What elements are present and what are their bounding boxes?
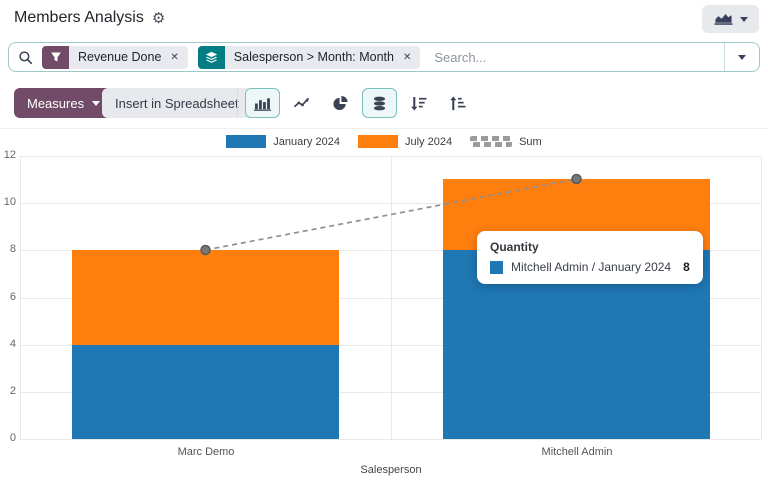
stacked-icon (373, 96, 386, 110)
sort-descending-icon (411, 96, 427, 111)
legend-label: January 2024 (273, 135, 340, 148)
stacked-button[interactable] (362, 88, 397, 118)
close-icon[interactable]: ✕ (170, 51, 179, 63)
legend-item-july[interactable]: July 2024 (357, 135, 453, 148)
tooltip-label: Mitchell Admin / January 2024 (511, 260, 672, 274)
header: Members Analysis ⚙ (14, 9, 165, 27)
chart-legend: January 2024 July 2024 Sum (0, 135, 768, 148)
y-tick: 0 (9, 432, 16, 444)
tooltip-value: 8 (683, 260, 690, 274)
layers-icon (197, 45, 225, 69)
legend-swatch-sum-dashed (470, 136, 513, 147)
line-chart-icon (293, 97, 310, 108)
facet-groupby-salesperson-month[interactable]: Salesperson > Month: Month ✕ (197, 45, 421, 69)
search-bar[interactable]: Revenue Done ✕ Salesperson > Month: Mont… (8, 42, 760, 72)
bar-chart-button[interactable] (245, 88, 280, 118)
sort-descending-button[interactable] (401, 88, 436, 118)
legend-label: Sum (519, 135, 542, 148)
line-chart-button[interactable] (284, 88, 319, 118)
x-axis-title: Salesperson (360, 464, 422, 476)
search-icon (18, 50, 33, 65)
toolbar-divider (237, 89, 238, 117)
pie-chart-icon (333, 95, 348, 111)
insert-in-spreadsheet-button[interactable]: Insert in Spreadsheet (102, 88, 252, 118)
tooltip-swatch-blue (490, 260, 503, 274)
gear-icon[interactable]: ⚙ (151, 9, 166, 27)
y-tick: 8 (9, 243, 16, 255)
legend-swatch-orange (357, 135, 398, 148)
search-input[interactable]: Search... (434, 49, 487, 65)
x-category-label: Marc Demo (177, 446, 235, 458)
x-category-label: Mitchell Admin (541, 446, 613, 458)
y-tick: 2 (9, 385, 16, 397)
search-options-toggle[interactable] (724, 43, 759, 71)
y-tick: 6 (9, 291, 16, 303)
area-chart-icon (713, 12, 733, 26)
control-panel: Measures Insert in Spreadsheet (0, 88, 768, 118)
y-tick: 4 (9, 338, 16, 350)
measures-button[interactable]: Measures (14, 88, 114, 118)
chart-tooltip: Quantity Mitchell Admin / January 2024 8 (477, 231, 703, 284)
view-switcher-button[interactable] (702, 5, 759, 33)
measures-label: Measures (27, 95, 85, 111)
chevron-down-icon (92, 100, 101, 106)
y-tick: 10 (3, 196, 16, 208)
legend-item-january[interactable]: January 2024 (226, 135, 340, 148)
tooltip-row: Mitchell Admin / January 2024 8 (490, 260, 690, 274)
gridline (391, 156, 392, 439)
pie-chart-button[interactable] (323, 88, 358, 118)
chart-type-buttons (245, 88, 475, 118)
legend-item-sum[interactable]: Sum (470, 136, 542, 148)
gridline (761, 156, 762, 439)
bar-marc-demo-july[interactable] (72, 250, 339, 345)
facet-label: Revenue Done (78, 50, 162, 64)
close-icon[interactable]: ✕ (402, 51, 412, 63)
legend-label: July 2024 (404, 135, 453, 148)
facet-label: Salesperson > Month: Month (233, 50, 394, 64)
page-title: Members Analysis (14, 9, 144, 26)
insert-label: Insert in Spreadsheet (115, 95, 239, 111)
facet-filter-revenue-done[interactable]: Revenue Done ✕ (42, 45, 188, 69)
y-tick: 12 (3, 149, 16, 161)
gridline (20, 439, 762, 440)
bar-marc-demo-january[interactable] (72, 345, 339, 439)
chevron-down-icon (738, 54, 746, 60)
sort-ascending-icon (450, 95, 466, 110)
chevron-down-icon (739, 16, 748, 22)
filter-icon (42, 45, 69, 69)
gridline (20, 156, 21, 439)
control-panel-border (0, 128, 768, 129)
legend-swatch-blue (226, 135, 267, 148)
tooltip-title: Quantity (490, 240, 539, 254)
bar-chart-icon (254, 97, 271, 111)
sort-ascending-button[interactable] (440, 88, 475, 118)
